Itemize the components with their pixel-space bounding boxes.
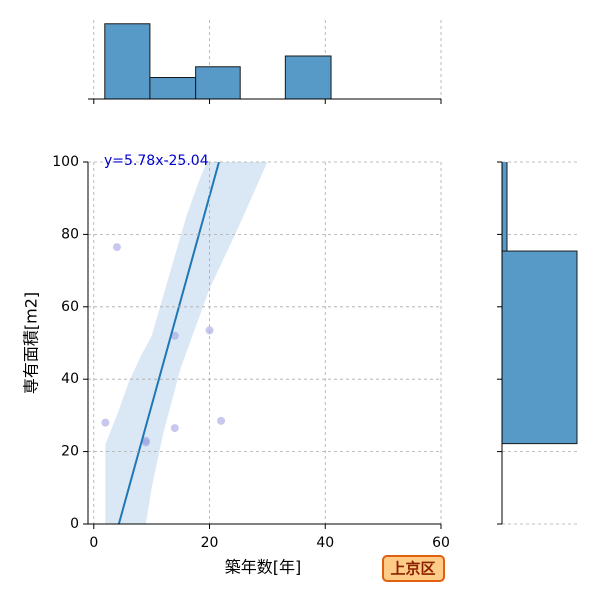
right-hist-bar [502,162,508,252]
top-hist-bar [149,77,197,100]
point [170,424,179,433]
point [217,416,226,425]
badge: 上京区 [390,560,435,578]
top-hist-bar [104,23,151,100]
right-hist [502,162,578,445]
y-tick-label: 40 [61,371,79,387]
right-hist-bar [502,250,578,445]
top-hist-bar [195,66,241,100]
fit-line [117,162,220,524]
x-tick-label: 60 [432,535,450,551]
y-tick-label: 20 [61,444,79,460]
point [141,436,150,445]
x-axis-label: 築年数[年] [225,558,302,577]
point [101,418,110,427]
y-tick-label: 80 [61,226,79,242]
top-hist-bar [284,55,332,100]
point [112,243,121,252]
band-layer [105,162,268,524]
point [170,331,179,340]
x-tick-label: 0 [89,535,98,551]
y-tick-label: 0 [70,516,79,532]
badge-box [382,555,445,582]
y-tick-label: 100 [52,154,79,170]
confidence-band [105,162,268,524]
y-axis-label: 専有面積[m2] [22,292,41,394]
fit-equation: y=5.78x-25.04 [104,153,209,169]
x-tick-label: 40 [316,535,334,551]
y-tick-label: 60 [61,299,79,315]
x-tick-label: 20 [201,535,219,551]
